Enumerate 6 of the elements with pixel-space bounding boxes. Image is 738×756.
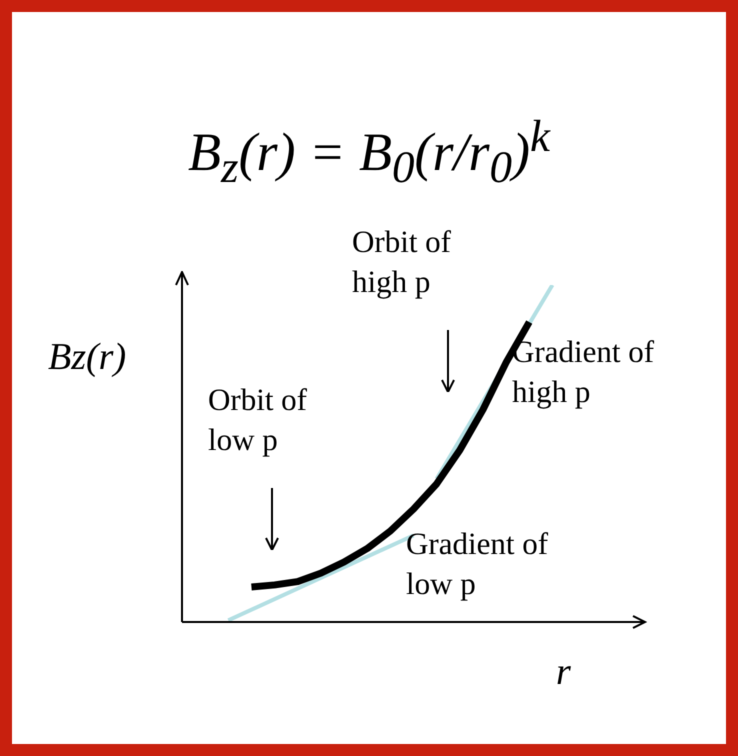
y-axis-title: Bz(r) <box>48 335 126 379</box>
annotation: Gradient of low p <box>406 525 550 603</box>
annotation: Orbit of high p <box>352 223 452 301</box>
x-axis-title: r <box>556 650 571 694</box>
chart-title: B$_{z}$(r) = B$_{0}$(r/r$_{0}$)$^{k}$ <box>187 110 552 193</box>
annotation: Orbit of low p <box>208 381 308 459</box>
